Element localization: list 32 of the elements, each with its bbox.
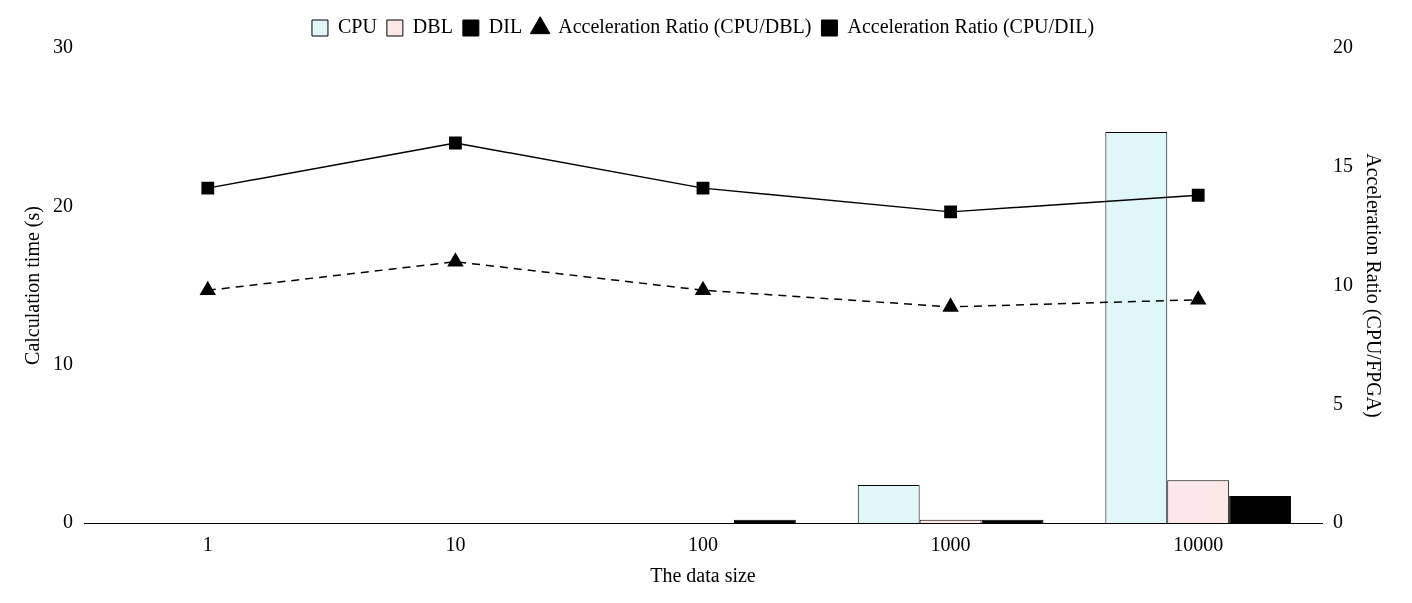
x-axis-title: The data size bbox=[650, 564, 756, 587]
y-tick-label: 20 bbox=[53, 193, 73, 216]
point bbox=[695, 281, 711, 295]
legend-label: Acceleration Ratio (CPU/DBL) bbox=[558, 15, 812, 39]
point bbox=[200, 281, 216, 295]
legend-label: DIL bbox=[488, 15, 523, 38]
y-axis-title: Calculation time (s) bbox=[21, 206, 45, 365]
legend-label: CPU bbox=[337, 15, 378, 38]
x-tick-label: 1000 bbox=[930, 533, 971, 556]
x-tick-label: 100 bbox=[688, 533, 718, 556]
point bbox=[942, 298, 959, 312]
y2-tick-label: 0 bbox=[1333, 510, 1343, 533]
point bbox=[1190, 291, 1206, 305]
legend-label: DBL bbox=[412, 15, 453, 38]
point bbox=[448, 136, 462, 150]
y2-tick-label: 20 bbox=[1333, 35, 1353, 58]
y-tick-label: 30 bbox=[53, 35, 73, 58]
y2-tick-label: 5 bbox=[1333, 391, 1343, 414]
point bbox=[944, 205, 958, 219]
x-tick-label: 10 bbox=[445, 533, 466, 556]
point bbox=[201, 181, 215, 195]
y-tick-label: 0 bbox=[63, 510, 73, 533]
point bbox=[447, 253, 464, 267]
point bbox=[1191, 188, 1205, 202]
point bbox=[696, 181, 710, 195]
y2-axis-title: Acceleration Ratio (CPU/FPGA) bbox=[1361, 153, 1385, 418]
y-tick-label: 10 bbox=[53, 351, 73, 374]
legend-label: Acceleration Ratio (CPU/DIL) bbox=[847, 15, 1095, 39]
y2-tick-label: 10 bbox=[1333, 272, 1353, 295]
x-tick-label: 10000 bbox=[1173, 533, 1224, 556]
y2-tick-label: 15 bbox=[1333, 154, 1353, 176]
x-tick-label: 1 bbox=[202, 533, 213, 556]
